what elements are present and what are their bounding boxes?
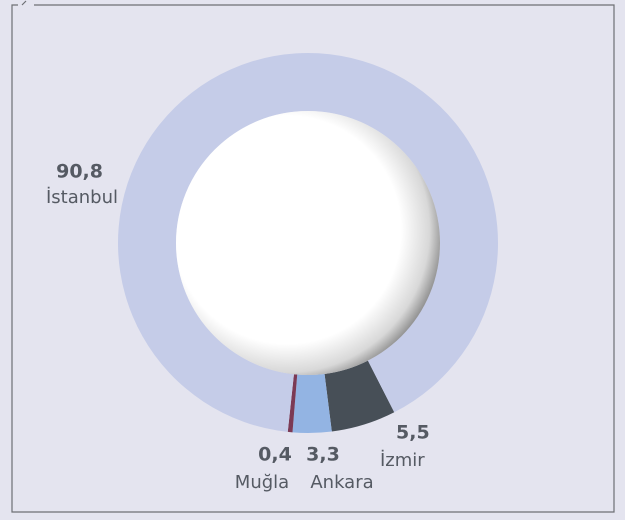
donut-hole xyxy=(176,111,440,375)
frame xyxy=(11,0,615,513)
value-label: 90,8 xyxy=(56,161,103,183)
slice xyxy=(324,360,395,432)
category-label: Ankara xyxy=(310,472,373,493)
value-label: 5,5 xyxy=(396,422,430,444)
slice xyxy=(287,374,298,433)
category-label: Muğla xyxy=(235,472,289,493)
value-label: 0,4 xyxy=(258,444,292,466)
category-label: İstanbul xyxy=(46,187,118,208)
slice xyxy=(117,53,499,432)
category-label: İzmir xyxy=(380,450,425,471)
slice xyxy=(292,373,332,434)
value-label: 3,3 xyxy=(306,444,340,466)
